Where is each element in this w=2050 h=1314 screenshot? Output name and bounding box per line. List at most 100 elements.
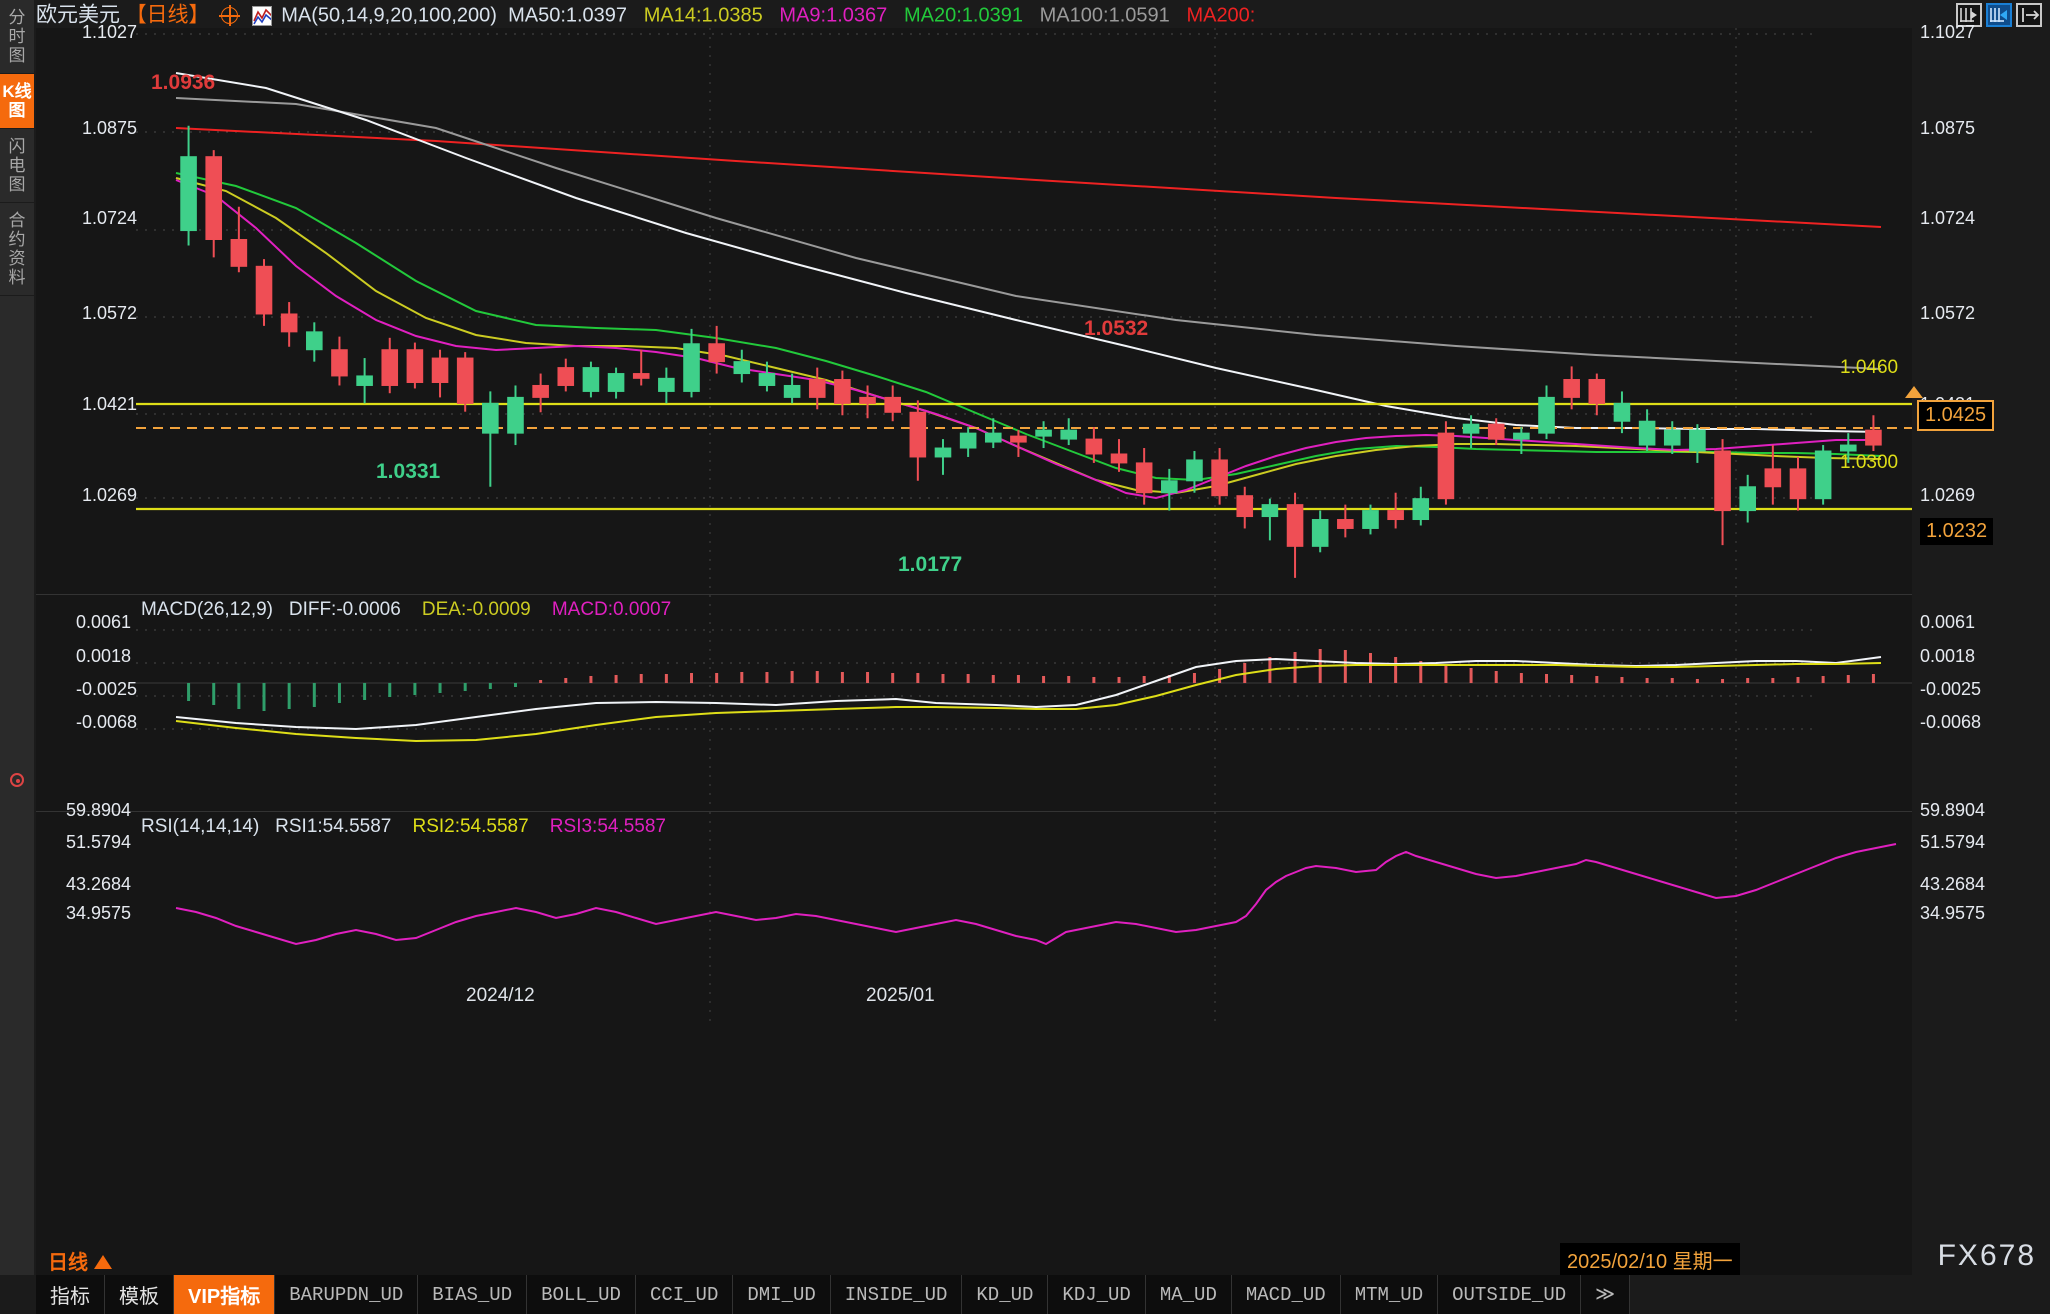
macd-diff: DIFF:-0.0006 bbox=[288, 599, 401, 620]
rsi1-value: RSI1:54.5587 bbox=[275, 816, 392, 837]
resistance-level-label: 1.0460 bbox=[1840, 357, 1899, 378]
brand-watermark: FX678 bbox=[1937, 1239, 2036, 1272]
rsi3-value: RSI3:54.5587 bbox=[549, 816, 666, 837]
right-axis-tick-3: 1.0572 bbox=[1920, 303, 1976, 323]
rsi-left-tick-0: 59.8904 bbox=[66, 800, 132, 820]
status-bar: 日线 FX678 bbox=[0, 1239, 2050, 1275]
macd-dea: DEA:-0.0009 bbox=[421, 599, 531, 620]
ma20-value: MA20:1.0391 bbox=[903, 4, 1023, 27]
macd-header: MACD(26,12,9) DIFF:-0.0006 DEA:-0.0009 M… bbox=[141, 599, 671, 621]
current-price-box: 1.0425 bbox=[1917, 400, 1995, 431]
support-level-label: 1.0300 bbox=[1840, 452, 1899, 473]
indicator-tab-bar: 指标 模板 VIP指标 BARUPDN_UD BIAS_UD BOLL_UD C… bbox=[0, 1275, 2050, 1314]
macd-right-tick-0: 0.0061 bbox=[1920, 612, 1976, 632]
tabbar-left-pad bbox=[0, 1275, 36, 1314]
annotation-swing-low: 1.0331 bbox=[376, 460, 441, 483]
tab-indicators[interactable]: 指标 bbox=[36, 1275, 105, 1314]
left-axis-tick-3: 1.0572 bbox=[82, 303, 138, 323]
tab-vip-indicators[interactable]: VIP指标 bbox=[174, 1275, 276, 1314]
sidebar-item-contract-info[interactable]: 合约资料 bbox=[0, 203, 34, 296]
rsi-canvas bbox=[175, 812, 1897, 1026]
annotation-period-low: 1.0177 bbox=[898, 553, 963, 576]
macd-canvas bbox=[136, 595, 1912, 812]
crosshair-icon[interactable] bbox=[219, 5, 241, 27]
period-label[interactable]: 【日线】 bbox=[125, 3, 210, 27]
tabbar-right-pad bbox=[1630, 1275, 2050, 1314]
chart-header: 欧元美元 【日线】 MA(50,14,9,20,100,200) MA50:1.… bbox=[36, 2, 1255, 28]
macd-left-tick-2: -0.0025 bbox=[76, 679, 138, 699]
date-label-1: 2024/12 bbox=[466, 985, 535, 1006]
rsi-formula: RSI(14,14,14) bbox=[141, 816, 260, 837]
indicator-chart-icon[interactable] bbox=[251, 5, 272, 26]
tab-mtm-ud[interactable]: MTM_UD bbox=[1340, 1275, 1439, 1314]
rsi-pane[interactable]: RSI(14,14,14) RSI1:54.5587 RSI2:54.5587 … bbox=[36, 811, 1912, 1026]
left-axis-tick-1: 1.0875 bbox=[82, 118, 138, 138]
tab-dmi-ud[interactable]: DMI_UD bbox=[733, 1275, 831, 1314]
tab-more[interactable]: ≫ bbox=[1581, 1275, 1631, 1314]
price-pane[interactable]: 1.0936 1.0532 1.0331 1.0177 bbox=[36, 28, 1912, 594]
date-axis-pane: 2024/12 2025/01 bbox=[36, 985, 1912, 1275]
left-axis-tick-5: 1.0269 bbox=[82, 485, 138, 505]
ma-formula: MA(50,14,9,20,100,200) bbox=[281, 4, 497, 27]
ma14-value: MA14:1.0385 bbox=[643, 4, 763, 27]
period-status-tag[interactable]: 日线 bbox=[48, 1246, 112, 1275]
ma100-value: MA100:1.0591 bbox=[1039, 4, 1170, 27]
rsi-right-tick-0: 59.8904 bbox=[1920, 800, 1986, 820]
rsi-left-tick-3: 34.9575 bbox=[66, 903, 132, 923]
ma200-value: MA200: bbox=[1186, 4, 1256, 27]
macd-right-tick-2: -0.0025 bbox=[1920, 679, 1982, 699]
tab-boll-ud[interactable]: BOLL_UD bbox=[527, 1275, 636, 1314]
annotation-period-high: 1.0936 bbox=[151, 71, 216, 94]
sidebar-item-kline[interactable]: K线图 bbox=[0, 74, 34, 129]
tab-outside-ud[interactable]: OUTSIDE_UD bbox=[1438, 1275, 1582, 1314]
up-triangle-icon bbox=[94, 1255, 112, 1269]
macd-pane[interactable]: MACD(26,12,9) DIFF:-0.0006 DEA:-0.0009 M… bbox=[36, 594, 1912, 812]
rsi-left-tick-1: 51.5794 bbox=[66, 832, 132, 852]
tab-templates[interactable]: 模板 bbox=[105, 1275, 174, 1314]
sidebar-item-timeshare[interactable]: 分时图 bbox=[0, 0, 34, 74]
right-axis-tick-0: 1.1027 bbox=[1920, 22, 1976, 42]
sidebar-item-lightning[interactable]: 闪电图 bbox=[0, 129, 34, 203]
ma50-value: MA50:1.0397 bbox=[508, 4, 628, 27]
macd-right-tick-1: 0.0018 bbox=[1920, 646, 1976, 666]
right-axis-tick-1: 1.0875 bbox=[1920, 118, 1976, 138]
rsi-right-tick-3: 34.9575 bbox=[1920, 903, 1986, 923]
tab-inside-ud[interactable]: INSIDE_UD bbox=[830, 1275, 963, 1314]
rsi-left-tick-2: 43.2684 bbox=[66, 874, 132, 894]
macd-right-tick-3: -0.0068 bbox=[1920, 712, 1982, 732]
right-axis-tick-2: 1.0724 bbox=[1920, 208, 1976, 228]
macd-left-tick-0: 0.0061 bbox=[76, 612, 132, 632]
left-axis-tick-4: 1.0421 bbox=[82, 394, 138, 414]
tab-bias-ud[interactable]: BIAS_UD bbox=[418, 1275, 528, 1314]
expand-icon[interactable] bbox=[2016, 3, 2042, 27]
tab-kdj-ud[interactable]: KDJ_UD bbox=[1048, 1275, 1146, 1314]
price-canvas bbox=[36, 28, 1912, 594]
macd-formula: MACD(26,12,9) bbox=[141, 599, 273, 620]
tab-cci-ud[interactable]: CCI_UD bbox=[635, 1275, 734, 1314]
fit-left-icon[interactable] bbox=[1956, 3, 1982, 27]
view-toolbar bbox=[1956, 3, 2042, 27]
left-sidebar: 分时图 K线图 闪电图 合约资料 bbox=[0, 0, 34, 1275]
symbol-label: 欧元美元 bbox=[36, 3, 120, 27]
annotation-swing-high: 1.0532 bbox=[1084, 317, 1149, 340]
tab-ma-ud[interactable]: MA_UD bbox=[1145, 1275, 1232, 1314]
tab-kd-ud[interactable]: KD_UD bbox=[962, 1275, 1049, 1314]
macd-left-tick-3: -0.0068 bbox=[76, 712, 138, 732]
record-indicator-icon[interactable] bbox=[10, 773, 24, 787]
rsi-header: RSI(14,14,14) RSI1:54.5587 RSI2:54.5587 … bbox=[141, 816, 666, 838]
rsi-right-tick-2: 43.2684 bbox=[1920, 874, 1986, 894]
chart-plot-area[interactable]: 1.0936 1.0532 1.0331 1.0177 MACD(26,12,9… bbox=[36, 28, 1912, 1275]
macd-left-tick-1: 0.0018 bbox=[76, 646, 132, 666]
rsi-right-tick-1: 51.5794 bbox=[1920, 832, 1986, 852]
tab-barupdn-ud[interactable]: BARUPDN_UD bbox=[275, 1275, 419, 1314]
tab-macd-ud[interactable]: MACD_UD bbox=[1231, 1275, 1341, 1314]
macd-value: MACD:0.0007 bbox=[551, 599, 672, 620]
fit-right-icon[interactable] bbox=[1986, 3, 2012, 27]
rsi2-value: RSI2:54.5587 bbox=[412, 816, 529, 837]
left-axis-tick-2: 1.0724 bbox=[82, 208, 138, 228]
left-axis-tick-0: 1.1027 bbox=[82, 22, 138, 42]
current-price-arrow-icon bbox=[1905, 386, 1923, 398]
selected-date-box: 2025/02/10 星期一 bbox=[1560, 1243, 1740, 1276]
low-price-box: 1.0232 bbox=[1920, 518, 1994, 545]
